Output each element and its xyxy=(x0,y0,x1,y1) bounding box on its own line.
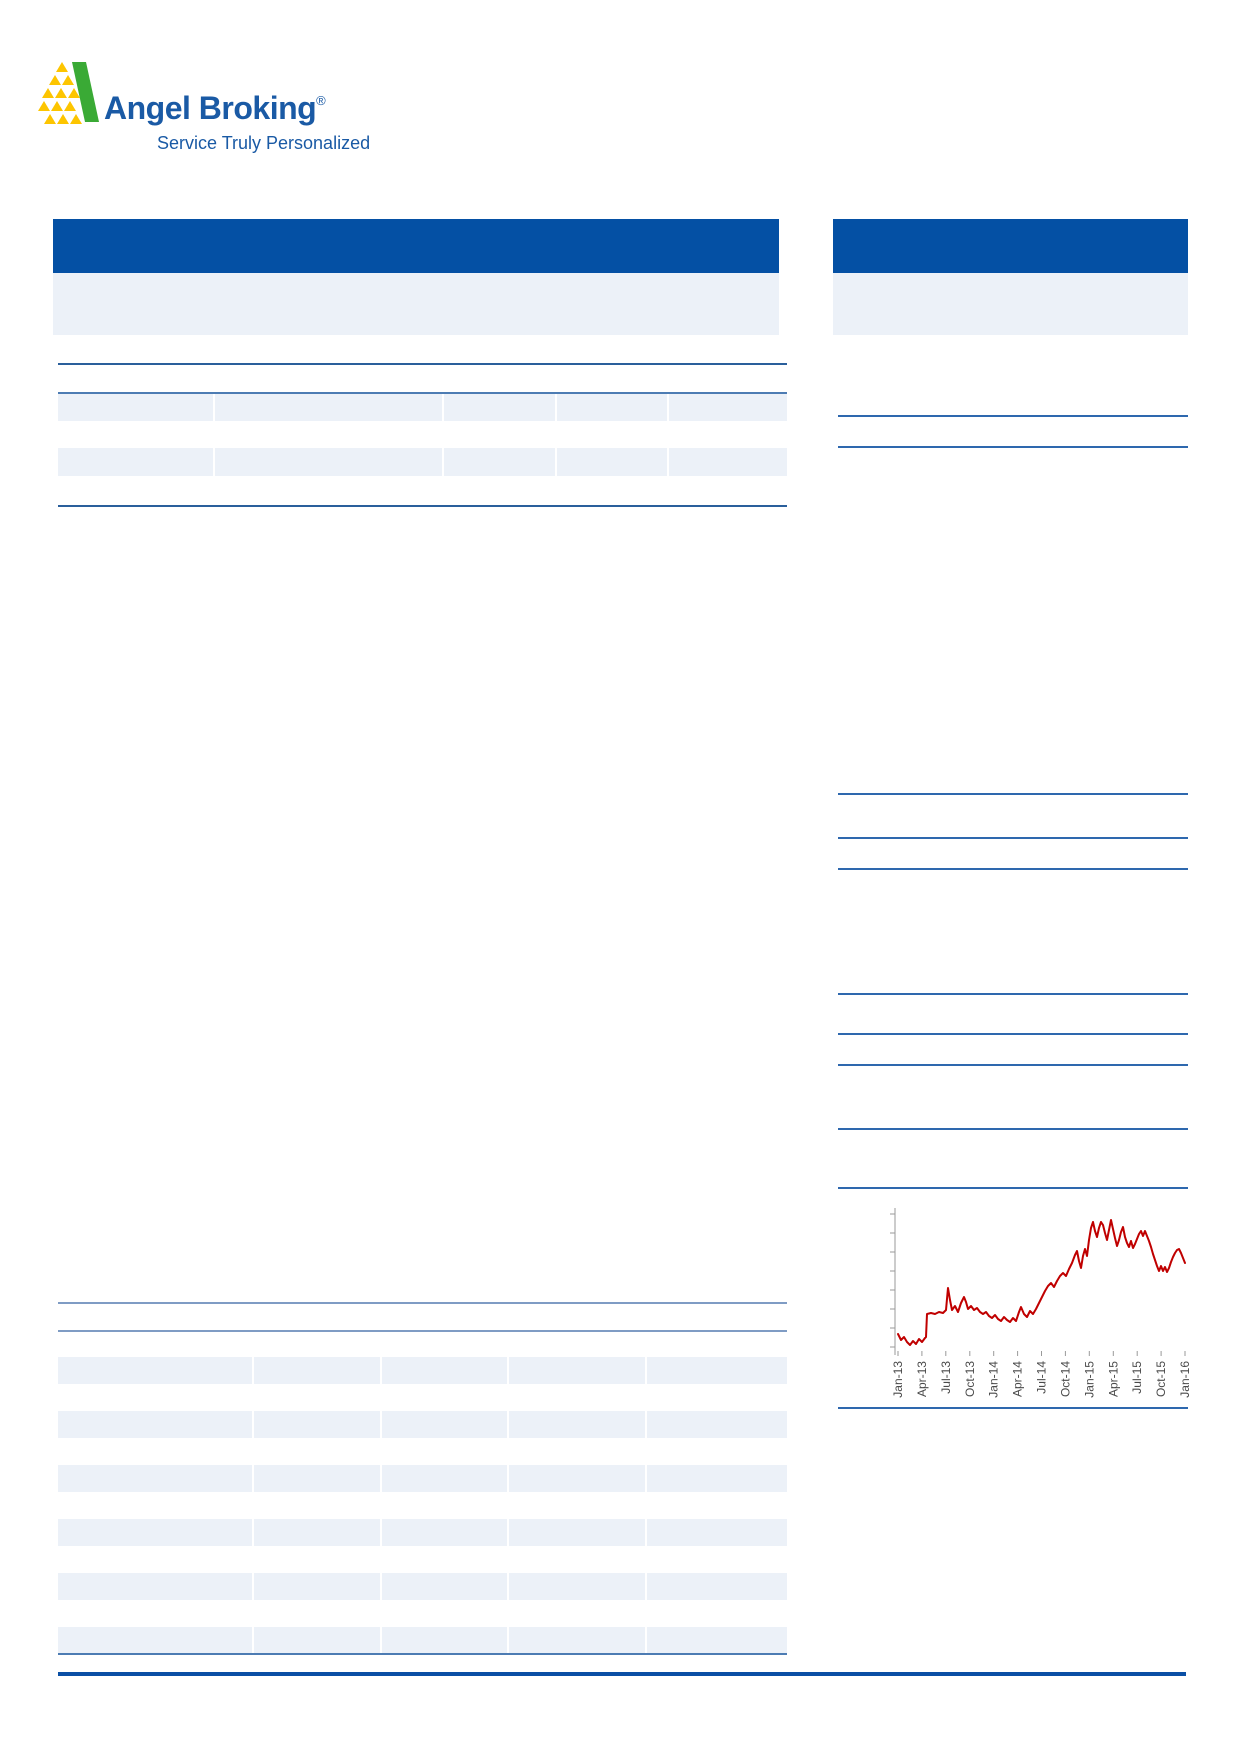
sidebar-rule xyxy=(838,993,1188,995)
x-axis-tick-label: Jul-14 xyxy=(1035,1361,1049,1394)
top-table-row-band xyxy=(58,394,787,421)
column-separator xyxy=(507,1357,509,1654)
bottom-table-row-band xyxy=(58,1573,787,1600)
bottom-table-row-band xyxy=(58,1357,787,1384)
sidebar-title-bar xyxy=(833,219,1188,273)
column-separator xyxy=(252,1357,254,1654)
sidebar-rule xyxy=(838,415,1188,417)
sidebar-rule xyxy=(838,1064,1188,1066)
x-axis-tick-label: Oct-13 xyxy=(963,1361,977,1397)
sidebar-rule xyxy=(838,446,1188,448)
bottom-table-row-band xyxy=(58,1627,787,1654)
sidebar-rule xyxy=(838,1128,1188,1130)
x-axis-tick-label: Jan-16 xyxy=(1178,1361,1192,1398)
column-separator xyxy=(213,394,215,504)
sidebar-subtitle-band xyxy=(833,273,1188,335)
sidebar-rule xyxy=(838,793,1188,795)
footer-rule xyxy=(58,1672,1186,1676)
x-axis-tick-label: Jul-13 xyxy=(939,1361,953,1394)
column-separator xyxy=(667,394,669,504)
chart-bottom-rule xyxy=(838,1407,1188,1409)
top-table-row-band xyxy=(58,448,787,476)
sidebar-rule xyxy=(838,1033,1188,1035)
logo-title-text: Angel Broking xyxy=(104,90,317,126)
x-axis-tick-label: Apr-15 xyxy=(1106,1361,1120,1397)
column-separator xyxy=(555,394,557,504)
price-chart-svg: Jan-13 Apr-13 Jul-13 Oct-13 Jan-14 Apr-14 Jul-… xyxy=(890,1208,1192,1398)
bottom-table-rule-top xyxy=(58,1302,787,1304)
logo-registered-mark: ® xyxy=(316,93,326,108)
logo-yellow-pyramid xyxy=(38,62,82,124)
x-axis-tick-label: Jan-15 xyxy=(1082,1361,1096,1398)
bottom-table-row-band xyxy=(58,1519,787,1546)
x-axis-tick-label: Apr-13 xyxy=(915,1361,929,1397)
x-axis-tick-label: Jul-15 xyxy=(1130,1361,1144,1394)
x-axis-tick-label: Jan-14 xyxy=(987,1361,1001,1398)
main-title-bar xyxy=(53,219,779,273)
top-table-rule-header xyxy=(58,392,787,394)
sidebar-rule xyxy=(838,837,1188,839)
logo-title: Angel Broking® xyxy=(104,90,326,127)
x-axis-tick-label: Oct-15 xyxy=(1154,1361,1168,1397)
share-price-line xyxy=(897,1219,1186,1346)
top-table-rule-top xyxy=(58,363,787,365)
column-separator xyxy=(380,1357,382,1654)
bottom-table-row-band xyxy=(58,1411,787,1438)
x-axis-tick-label: Oct-14 xyxy=(1058,1361,1072,1397)
logo-green-ribbon xyxy=(72,62,99,122)
top-table-rule-bottom xyxy=(58,505,787,507)
main-subtitle-band xyxy=(53,273,779,335)
column-separator xyxy=(442,394,444,504)
sidebar-rule xyxy=(838,868,1188,870)
column-separator xyxy=(645,1357,647,1654)
sidebar-rule xyxy=(838,1187,1188,1189)
x-axis-tick-label: Apr-14 xyxy=(1011,1361,1025,1397)
bottom-table-row-band xyxy=(58,1465,787,1492)
bottom-table-rule-header xyxy=(58,1330,787,1332)
x-axis-tick-label: Jan-13 xyxy=(891,1361,905,1398)
angel-broking-logo-icon xyxy=(38,62,100,134)
logo-tagline: Service Truly Personalized xyxy=(157,133,371,153)
bottom-table-rule-bottom xyxy=(58,1653,787,1655)
